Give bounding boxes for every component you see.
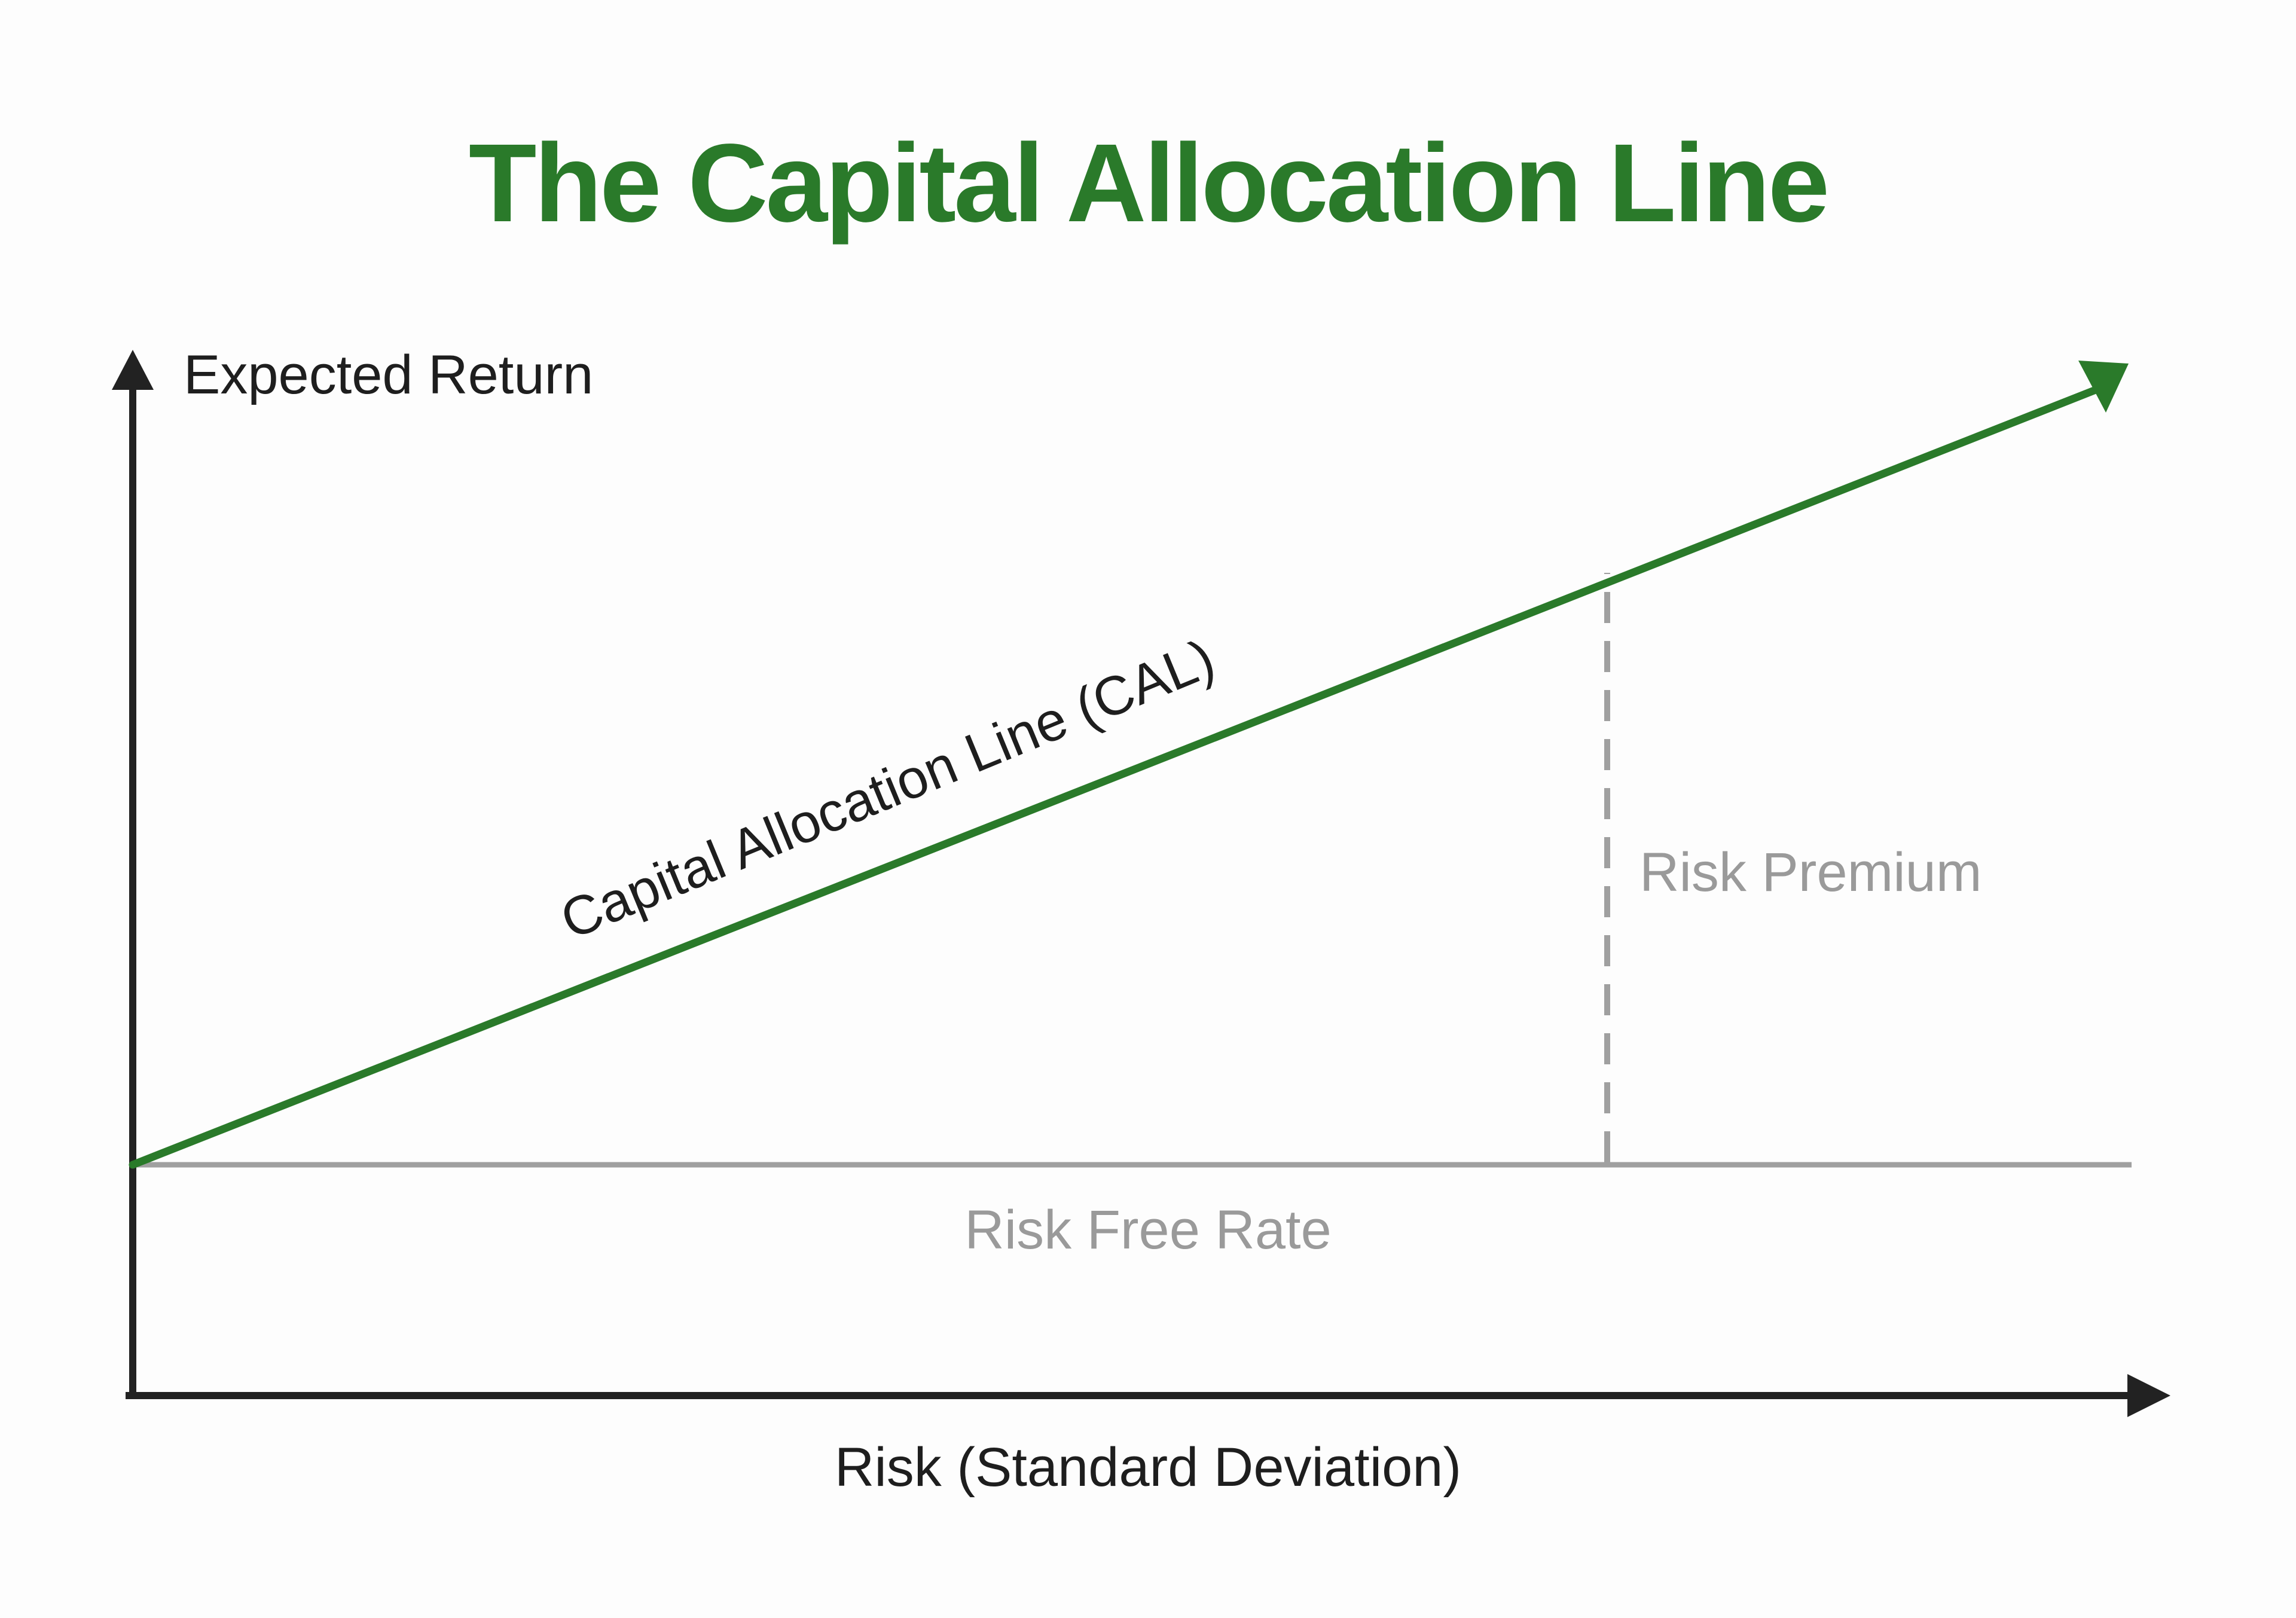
y-axis-arrowhead-icon bbox=[112, 350, 154, 390]
cal-line bbox=[129, 384, 2103, 1169]
cal-line-label: Capital Allocation Line (CAL) bbox=[552, 628, 1223, 951]
cal-arrowhead-icon bbox=[2078, 361, 2129, 413]
x-axis-arrowhead-icon bbox=[2127, 1374, 2170, 1417]
x-axis-label: Risk (Standard Deviation) bbox=[835, 1437, 1461, 1498]
risk-free-rate-label: Risk Free Rate bbox=[964, 1199, 1332, 1260]
diagram-title: The Capital Allocation Line bbox=[469, 121, 1827, 245]
y-axis-label: Expected Return bbox=[184, 344, 593, 405]
risk-premium-label: Risk Premium bbox=[1639, 842, 1981, 903]
